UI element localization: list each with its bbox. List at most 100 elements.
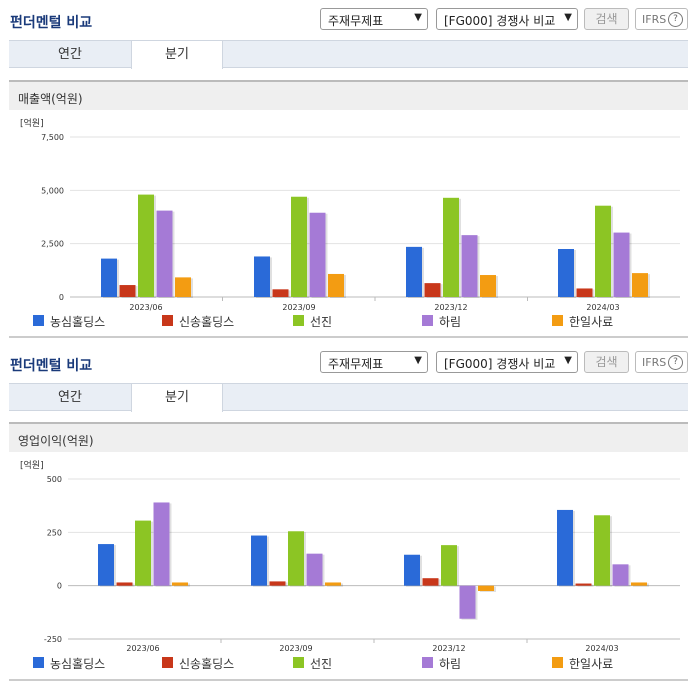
bar — [291, 196, 307, 297]
bar — [631, 582, 647, 586]
bar — [459, 585, 476, 619]
bar — [175, 277, 191, 297]
chevron-down-icon: ▼ — [564, 355, 572, 366]
search-button[interactable]: 검색 — [584, 351, 629, 373]
help-icon[interactable]: ? — [668, 355, 683, 370]
legend-swatch — [33, 657, 44, 668]
legend-label: 하림 — [439, 315, 462, 329]
legend-label: 신송홀딩스 — [179, 657, 235, 671]
bar — [594, 515, 610, 586]
legend-swatch — [293, 657, 304, 668]
x-tick-label: 2024/03 — [586, 303, 619, 312]
bar — [328, 273, 344, 297]
y-tick-label: 500 — [47, 475, 62, 484]
tab-quarterly[interactable]: 분기 — [131, 383, 223, 412]
legend-swatch — [162, 657, 173, 668]
ifrs-button[interactable]: IFRS ? — [635, 8, 688, 30]
tab-annual[interactable]: 연간 — [58, 47, 82, 62]
unit-label: [억원] — [20, 117, 44, 129]
search-button[interactable]: 검색 — [584, 8, 629, 30]
legend-label: 하림 — [439, 657, 462, 671]
bar — [575, 583, 592, 586]
y-tick-label: 2,500 — [41, 240, 64, 249]
bar — [595, 205, 611, 297]
legend-swatch — [422, 315, 433, 326]
bar — [404, 554, 420, 586]
x-tick-label: 2023/06 — [129, 303, 162, 312]
bar — [116, 582, 133, 586]
bar — [480, 275, 496, 297]
y-tick-label: 250 — [47, 528, 62, 537]
legend-swatch — [293, 315, 304, 326]
period-tabs: 연간 분기 — [9, 383, 688, 412]
ifrs-label: IFRS — [642, 13, 667, 26]
bar — [576, 288, 593, 297]
y-tick-label: 0 — [57, 582, 62, 591]
bar — [98, 544, 114, 586]
x-tick-label: 2023/09 — [279, 644, 312, 653]
operating-profit-chart: [억원] -250 0 250 500 2023/06 2023/09 2023/12 2024… — [20, 459, 680, 653]
bar — [309, 212, 326, 297]
chart-title: 영업이익(억원) — [18, 434, 94, 448]
tab-annual[interactable]: 연간 — [58, 390, 82, 405]
legend-label: 한일사료 — [569, 657, 614, 671]
chevron-down-icon: ▼ — [414, 12, 422, 23]
bar — [325, 582, 341, 586]
bar — [441, 545, 457, 586]
ifrs-button[interactable]: IFRS ? — [635, 351, 688, 373]
tab-quarterly[interactable]: 분기 — [131, 40, 223, 69]
bar — [632, 273, 648, 297]
chevron-down-icon: ▼ — [414, 355, 422, 366]
bar — [612, 564, 629, 586]
bar — [613, 232, 630, 297]
bar — [153, 502, 170, 586]
help-icon[interactable]: ? — [668, 12, 683, 27]
compare-select[interactable]: [FG000] 경쟁사 비교 ▼ — [436, 351, 578, 373]
y-tick-label: 7,500 — [41, 133, 64, 142]
panel1-header: 펀더멘털 비교 주재무제표 ▼ [FG000] 경쟁사 비교 ▼ 검색 IFRS… — [0, 0, 696, 34]
page-title: 펀더멘털 비교 — [10, 358, 93, 374]
chart-title-bar: 영업이익(억원) — [9, 422, 688, 452]
panel2-header: 펀더멘털 비교 주재무제표 ▼ [FG000] 경쟁사 비교 ▼ 검색 IFRS… — [0, 343, 696, 377]
divider — [9, 336, 688, 338]
legend-label: 한일사료 — [569, 315, 614, 329]
bar — [172, 582, 188, 586]
bar — [306, 553, 323, 586]
statement-select-value: 주재무제표 — [328, 14, 384, 28]
chart-title-bar: 매출액(억원) — [9, 80, 688, 110]
bar — [478, 585, 494, 591]
bar — [461, 235, 478, 297]
divider — [9, 679, 688, 681]
unit-label: [억원] — [20, 459, 44, 471]
bar — [251, 535, 267, 586]
legend-swatch — [33, 315, 44, 326]
bar — [558, 249, 574, 297]
bar — [443, 197, 459, 297]
compare-select-value: [FG000] 경쟁사 비교 — [444, 357, 556, 371]
bar — [101, 258, 117, 297]
x-tick-label: 2023/09 — [282, 303, 315, 312]
bar — [424, 283, 441, 297]
legend-label: 농심홀딩스 — [50, 315, 106, 329]
bar — [254, 256, 270, 297]
legend-label: 신송홀딩스 — [179, 315, 235, 329]
compare-select-value: [FG000] 경쟁사 비교 — [444, 14, 556, 28]
x-tick-label: 2023/12 — [434, 303, 467, 312]
chevron-down-icon: ▼ — [564, 12, 572, 23]
bar — [422, 578, 439, 586]
period-tabs: 연간 분기 — [9, 40, 688, 69]
bar — [272, 289, 289, 297]
page-title: 펀더멘털 비교 — [10, 15, 93, 31]
statement-select-value: 주재무제표 — [328, 357, 384, 371]
compare-select[interactable]: [FG000] 경쟁사 비교 ▼ — [436, 8, 578, 30]
legend-swatch — [422, 657, 433, 668]
legend-label: 선진 — [310, 315, 333, 329]
legend-swatch — [162, 315, 173, 326]
revenue-chart: [억원] 0 2,500 5,000 7,500 2023/06 2023/09 2023/1… — [20, 117, 680, 312]
bar — [269, 581, 286, 586]
legend-label: 농심홀딩스 — [50, 657, 106, 671]
statement-select[interactable]: 주재무제표 ▼ — [320, 8, 428, 30]
bar — [406, 246, 422, 297]
x-tick-label: 2023/12 — [432, 644, 465, 653]
statement-select[interactable]: 주재무제표 ▼ — [320, 351, 428, 373]
